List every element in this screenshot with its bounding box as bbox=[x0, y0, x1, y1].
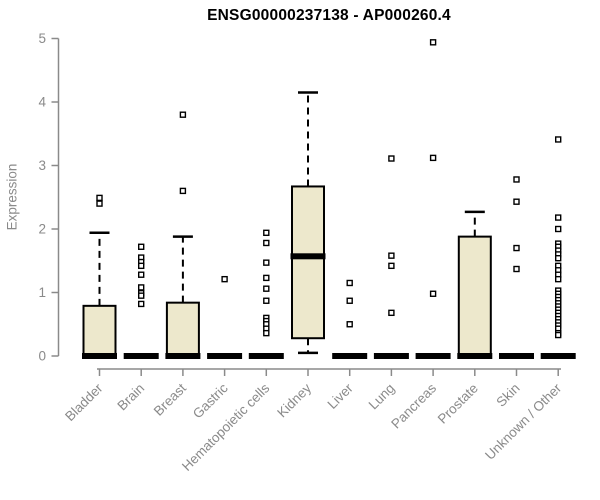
outlier-point-pancreas bbox=[429, 154, 437, 162]
median-line-breast bbox=[165, 353, 201, 359]
median-line-gastric bbox=[207, 353, 243, 359]
outlier-point-brain bbox=[137, 271, 145, 278]
outlier-point-liver bbox=[346, 297, 353, 304]
outlier-point-skin bbox=[513, 265, 520, 273]
x-axis-label-prostate: Prostate bbox=[435, 381, 481, 427]
x-axis-label-brain: Brain bbox=[114, 381, 147, 414]
box-kidney bbox=[291, 185, 325, 340]
median-line-kidney bbox=[290, 253, 326, 260]
outlier-point-hematopoietic-cells bbox=[263, 259, 270, 266]
box-prostate bbox=[457, 235, 492, 357]
outlier-point-brain bbox=[137, 243, 145, 250]
outlier-point-skin bbox=[513, 244, 520, 252]
median-line-lung bbox=[373, 353, 409, 359]
median-line-liver bbox=[332, 353, 368, 359]
median-line-unknown-other bbox=[540, 353, 576, 359]
outlier-point-brain bbox=[137, 284, 145, 291]
outlier-point-lung bbox=[388, 262, 395, 270]
x-axis-label-lung: Lung bbox=[366, 381, 398, 413]
x-axis-label-liver: Liver bbox=[325, 380, 357, 412]
outlier-point-liver bbox=[346, 279, 353, 287]
median-line-brain bbox=[123, 353, 159, 359]
outlier-point-brain bbox=[137, 292, 145, 299]
y-axis-tick-label: 4 bbox=[38, 95, 46, 110]
x-axis-label-breast: Breast bbox=[151, 380, 189, 418]
outlier-point-unknown-other bbox=[555, 136, 562, 143]
outlier-point-hematopoietic-cells bbox=[263, 229, 270, 237]
outlier-point-skin bbox=[513, 176, 520, 183]
chart-title: ENSG00000237138 - AP000260.4 bbox=[207, 7, 451, 24]
y-axis-tick-label: 3 bbox=[38, 158, 46, 173]
outlier-point-lung bbox=[388, 155, 395, 162]
x-axis-label-pancreas: Pancreas bbox=[388, 380, 439, 431]
outlier-point-lung bbox=[388, 309, 395, 317]
outlier-point-breast bbox=[179, 187, 187, 195]
outlier-point-lung bbox=[388, 252, 395, 259]
outlier-point-bladder bbox=[96, 200, 103, 207]
outlier-point-unknown-other bbox=[555, 275, 562, 283]
outlier-point-liver bbox=[346, 321, 353, 328]
outlier-point-hematopoietic-cells bbox=[263, 285, 270, 292]
median-line-hematopoietic-cells bbox=[248, 353, 284, 359]
outlier-point-hematopoietic-cells bbox=[263, 329, 270, 337]
median-line-bladder bbox=[82, 353, 117, 359]
outlier-point-hematopoietic-cells bbox=[263, 274, 270, 282]
outlier-point-breast bbox=[179, 111, 187, 118]
y-axis-tick-label: 5 bbox=[38, 31, 46, 46]
outlier-point-brain bbox=[137, 262, 145, 270]
outlier-point-unknown-other bbox=[555, 225, 562, 233]
outlier-point-pancreas bbox=[429, 290, 437, 297]
outlier-point-bladder bbox=[96, 194, 103, 202]
outlier-point-pancreas bbox=[429, 39, 437, 46]
x-axis-label-skin: Skin bbox=[493, 381, 522, 410]
median-line-prostate bbox=[457, 353, 493, 359]
outlier-point-hematopoietic-cells bbox=[263, 239, 270, 247]
y-axis-tick-label: 1 bbox=[38, 285, 46, 300]
median-line-skin bbox=[499, 353, 534, 359]
x-axis-label-unknown-other: Unknown / Other bbox=[482, 380, 565, 463]
x-axis-label-gastric: Gastric bbox=[190, 380, 231, 421]
x-axis-label-bladder: Bladder bbox=[62, 380, 106, 424]
outlier-point-unknown-other bbox=[555, 331, 562, 339]
median-line-pancreas bbox=[415, 353, 451, 359]
outlier-point-unknown-other bbox=[555, 255, 562, 262]
box-bladder bbox=[82, 304, 117, 357]
x-axis-label-kidney: Kidney bbox=[274, 380, 314, 420]
outlier-point-gastric bbox=[221, 275, 228, 283]
outlier-point-unknown-other bbox=[555, 214, 562, 221]
y-axis-tick-label: 2 bbox=[38, 222, 46, 237]
y-axis-tick-label: 0 bbox=[38, 349, 46, 364]
box-breast bbox=[165, 301, 200, 358]
outlier-point-hematopoietic-cells bbox=[263, 297, 270, 304]
outlier-point-skin bbox=[513, 198, 520, 205]
outlier-point-brain bbox=[137, 300, 145, 308]
